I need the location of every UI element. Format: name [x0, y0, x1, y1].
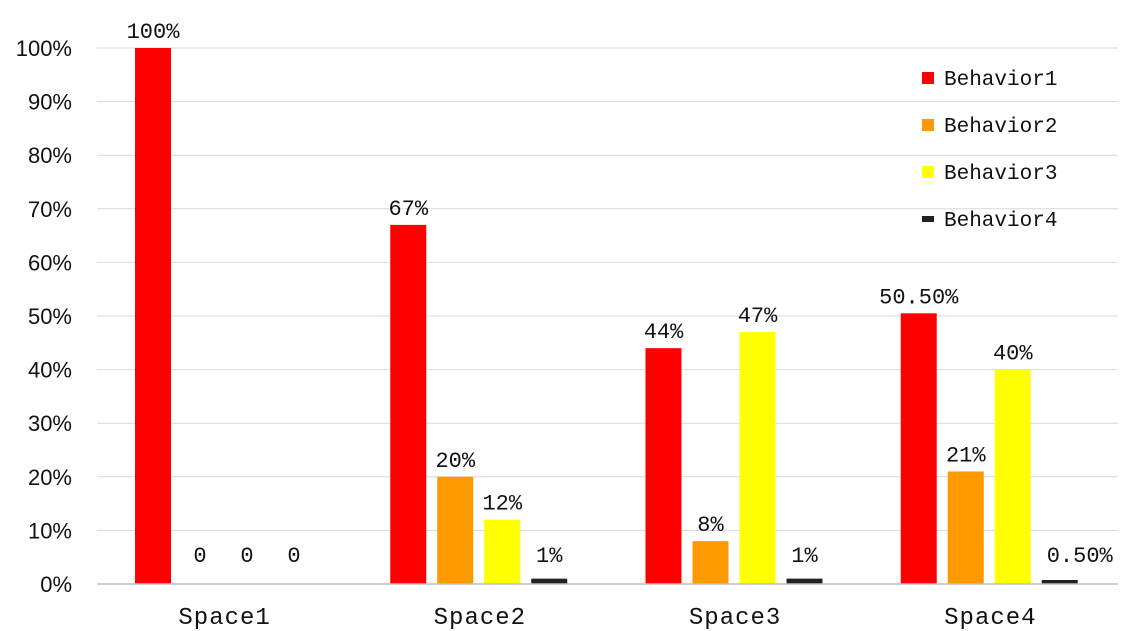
bar: [484, 519, 521, 584]
data-label: 0: [193, 544, 206, 569]
x-axis-labels: Space1 Space2 Space3 Space4: [178, 605, 1036, 631]
bar: [900, 313, 937, 584]
legend: Behavior1 Behavior2 Behavior3 Behavior4: [922, 69, 1057, 233]
y-tick-label: 0%: [40, 572, 72, 597]
data-label: 0: [287, 544, 300, 569]
legend-item: Behavior2: [922, 116, 1057, 139]
y-axis-ticks: 0% 10% 20% 30% 40% 50% 60% 70% 80% 90% 100%: [16, 36, 72, 597]
x-category-label: Space1: [178, 605, 270, 631]
data-label: 100%: [127, 20, 181, 45]
bar: [692, 541, 729, 584]
bars: [135, 48, 1078, 584]
y-tick-label: 10%: [28, 518, 72, 543]
data-label: 1%: [536, 544, 563, 569]
bar: [947, 471, 984, 584]
data-label: 20%: [435, 449, 475, 474]
bar: [994, 369, 1031, 584]
y-tick-label: 90%: [28, 90, 72, 115]
data-label: 44%: [644, 320, 684, 345]
data-label: 0: [240, 544, 253, 569]
y-tick-label: 100%: [16, 36, 72, 61]
data-label: 0.50%: [1047, 544, 1114, 569]
legend-label: Behavior2: [944, 116, 1057, 139]
data-label: 8%: [697, 513, 724, 538]
data-label: 12%: [482, 492, 522, 517]
legend-label: Behavior3: [944, 163, 1057, 186]
data-label: 21%: [946, 443, 986, 468]
legend-swatch: [922, 72, 934, 84]
data-labels: 100% 0 0 0 67% 20% 12% 1% 44% 8% 47% 1% 50.50% 21% 40%…: [127, 20, 1114, 569]
bar: [645, 348, 682, 584]
y-tick-label: 30%: [28, 411, 72, 436]
legend-item: Behavior4: [922, 210, 1057, 233]
legend-label: Behavior1: [944, 69, 1057, 92]
bar: [1041, 580, 1078, 584]
y-tick-label: 50%: [28, 304, 72, 329]
bar: [531, 578, 568, 584]
bar: [739, 332, 776, 584]
bar: [390, 224, 427, 584]
y-tick-label: 70%: [28, 197, 72, 222]
x-category-label: Space3: [689, 605, 781, 631]
y-tick-label: 20%: [28, 465, 72, 490]
y-tick-label: 60%: [28, 250, 72, 275]
legend-swatch: [922, 166, 934, 178]
x-category-label: Space2: [434, 605, 526, 631]
data-label: 40%: [993, 342, 1033, 367]
legend-swatch: [922, 216, 934, 222]
grid-lines: [97, 47, 1118, 531]
x-category-label: Space4: [944, 605, 1036, 631]
legend-label: Behavior4: [944, 210, 1057, 233]
data-label: 47%: [738, 304, 778, 329]
y-tick-label: 40%: [28, 358, 72, 383]
legend-item: Behavior3: [922, 163, 1057, 186]
data-label: 50.50%: [879, 285, 959, 310]
legend-swatch: [922, 119, 934, 131]
y-tick-label: 80%: [28, 143, 72, 168]
data-label: 67%: [388, 197, 428, 222]
bar: [135, 48, 171, 584]
legend-item: Behavior1: [922, 69, 1057, 92]
bar: [786, 578, 823, 584]
data-label: 1%: [791, 544, 818, 569]
bar: [437, 476, 474, 584]
